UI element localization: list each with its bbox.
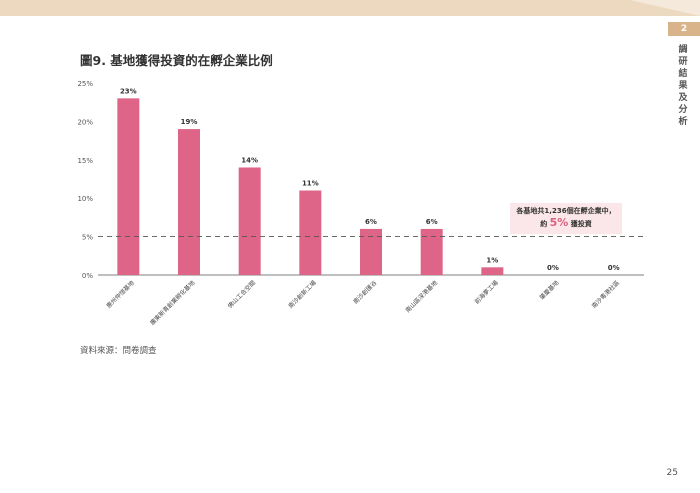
top-band-accent — [630, 0, 700, 16]
callout-line-2: 約 5% 獲投資 — [510, 217, 622, 230]
data-label: 23% — [120, 87, 137, 95]
category-label: 前海夢工場 — [473, 279, 500, 306]
callout-highlight-value: 5% — [549, 216, 569, 229]
bar — [481, 267, 504, 275]
summary-callout: 各基地共1,236個在孵企業中， 約 5% 獲投資 — [510, 203, 622, 234]
data-label: 1% — [486, 256, 498, 264]
category-label: 廣東新青創業孵化基地 — [148, 279, 196, 327]
data-label: 11% — [302, 180, 319, 188]
y-tick-label: 20% — [77, 118, 93, 126]
bar — [360, 228, 382, 275]
callout-prefix: 約 — [540, 220, 548, 228]
category-label: 惠州仲愷基地 — [105, 279, 136, 310]
source-note: 資料來源：問卷調查 — [80, 346, 157, 356]
top-decorative-band — [0, 0, 700, 16]
data-label: 14% — [241, 156, 258, 164]
bar — [178, 129, 200, 275]
data-label: 19% — [181, 118, 198, 126]
category-label: 南山區深港基地 — [404, 279, 439, 314]
y-tick-label: 15% — [77, 157, 93, 165]
y-tick-label: 0% — [82, 272, 93, 280]
bar — [420, 228, 443, 275]
bar — [299, 190, 322, 275]
bar — [238, 167, 261, 275]
data-label: 0% — [547, 264, 559, 272]
y-tick-label: 10% — [77, 195, 93, 203]
category-label: 佛山工合空間 — [226, 279, 257, 310]
data-label: 0% — [608, 264, 620, 272]
data-label: 6% — [365, 218, 377, 226]
section-number-tab: 2 — [668, 22, 700, 36]
bar — [117, 98, 140, 275]
y-tick-label: 5% — [82, 234, 93, 242]
category-label: 南沙創匯谷 — [352, 279, 379, 306]
y-tick-label: 25% — [77, 80, 93, 88]
callout-line-1: 各基地共1,236個在孵企業中， — [516, 207, 616, 215]
figure-title: 圖9. 基地獲得投資的在孵企業比例 — [80, 53, 273, 68]
category-label: 肇慶基地 — [538, 279, 561, 302]
category-label: 南沙創新工場 — [287, 279, 318, 310]
callout-suffix: 獲投資 — [570, 220, 592, 228]
data-label: 6% — [426, 218, 438, 226]
page-number: 25 — [666, 468, 678, 478]
section-label: 調研結果及分析 — [678, 45, 688, 127]
category-label: 南沙粵港社區 — [590, 279, 621, 310]
